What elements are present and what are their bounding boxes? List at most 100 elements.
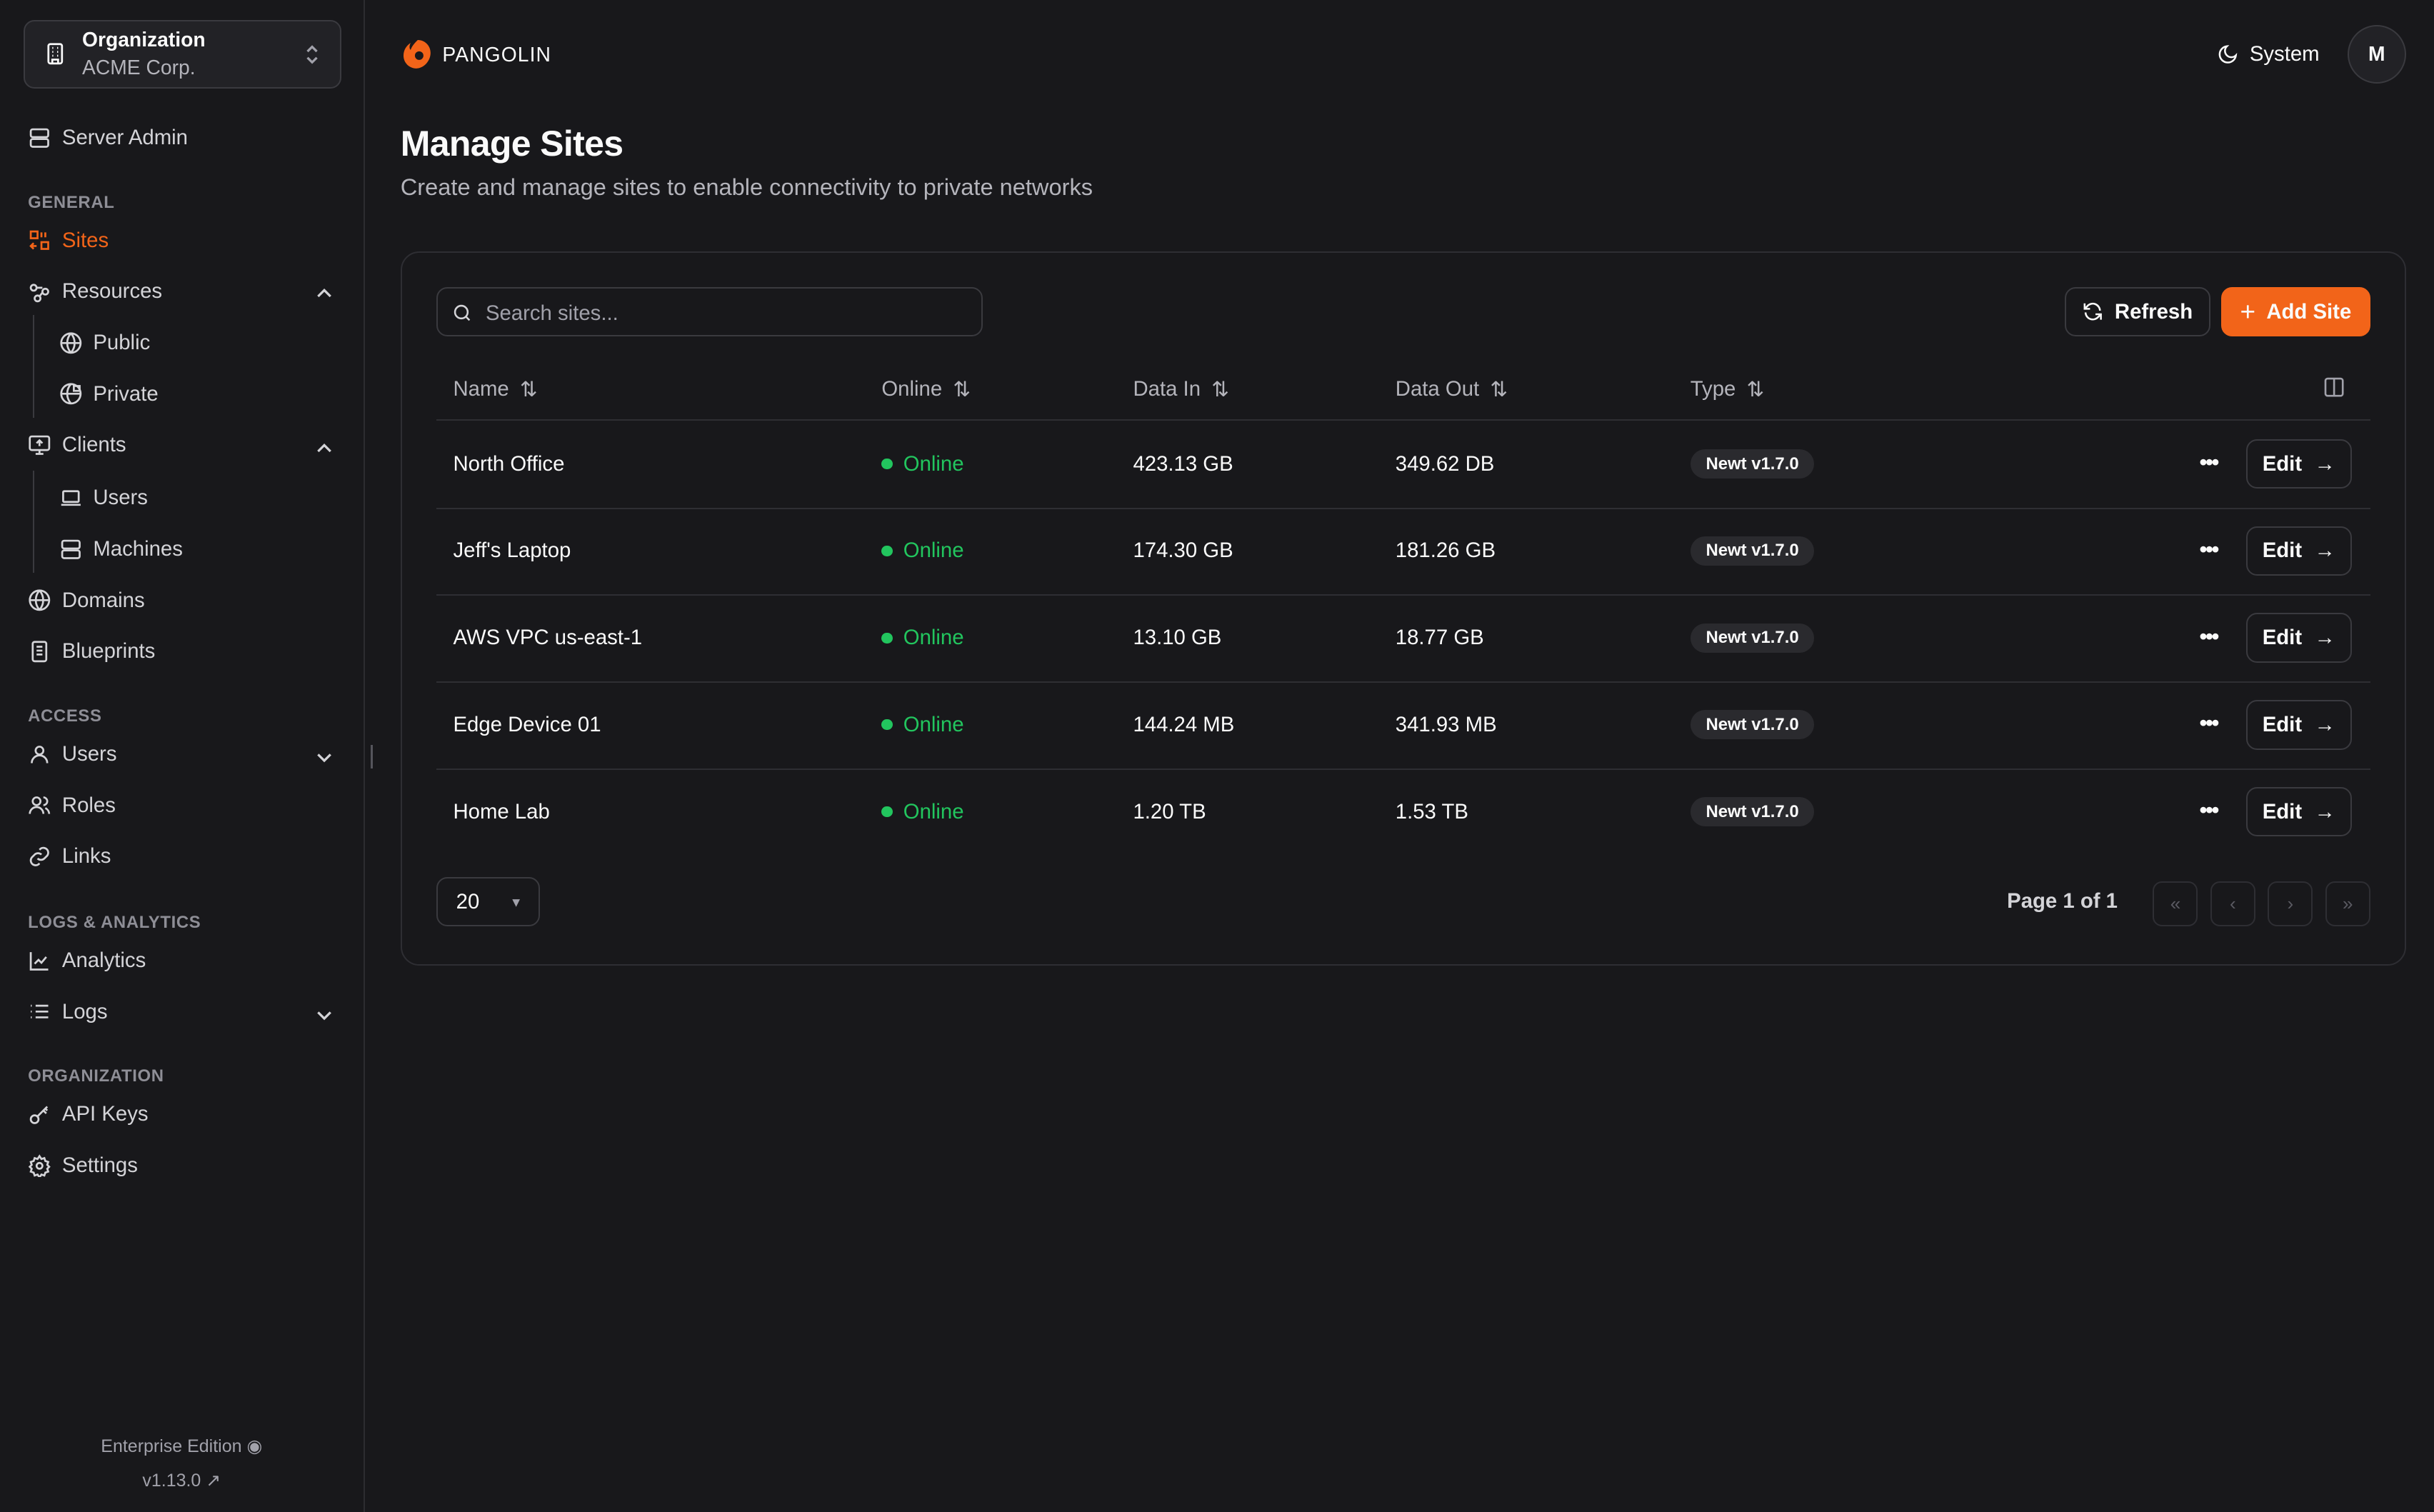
site-name[interactable]: North Office xyxy=(453,451,565,476)
external-link-icon: ↗ xyxy=(206,1471,221,1491)
site-name[interactable]: Home Lab xyxy=(453,799,550,823)
org-name: ACME Corp. xyxy=(82,56,196,79)
column-header-name[interactable]: Name ⇅ xyxy=(453,377,537,402)
more-actions-icon[interactable]: ••• xyxy=(2199,624,2220,649)
edit-button[interactable]: Edit → xyxy=(2245,786,2352,837)
sidebar-item-api-keys[interactable]: API Keys xyxy=(28,1102,149,1126)
sidebar-item-links[interactable]: Links xyxy=(28,844,111,868)
workflow-icon xyxy=(29,284,49,303)
org-switcher[interactable]: Organization ACME Corp. xyxy=(23,20,341,89)
sort-icon: ⇅ xyxy=(1211,377,1229,401)
next-page-button[interactable]: › xyxy=(2268,881,2313,927)
type-badge: Newt v1.7.0 xyxy=(1690,623,1815,653)
theme-toggle[interactable]: System xyxy=(2217,42,2320,66)
brand-logo[interactable]: PANGOLIN xyxy=(401,37,551,71)
chevron-down-icon: ▾ xyxy=(512,892,521,911)
server-icon xyxy=(61,539,81,559)
column-header-type[interactable]: Type ⇅ xyxy=(1691,377,1764,402)
status-dot xyxy=(881,806,893,818)
monitor-up-icon xyxy=(29,435,51,455)
more-actions-icon[interactable]: ••• xyxy=(2199,797,2220,822)
page-size-select[interactable]: 20 ▾ xyxy=(436,876,541,927)
edit-label: Edit xyxy=(2262,539,2303,563)
org-label: Organization xyxy=(82,27,206,51)
edit-label: Edit xyxy=(2262,712,2303,736)
more-actions-icon[interactable]: ••• xyxy=(2199,536,2220,561)
chevron-up-icon[interactable] xyxy=(315,287,334,299)
sidebar-item-clients[interactable]: Clients xyxy=(28,433,126,457)
column-header-data-in[interactable]: Data In ⇅ xyxy=(1133,377,1228,402)
edit-label: Edit xyxy=(2262,799,2303,823)
edit-button[interactable]: Edit → xyxy=(2245,526,2352,576)
edit-button[interactable]: Edit → xyxy=(2245,439,2352,489)
site-name[interactable]: Edge Device 01 xyxy=(453,712,601,736)
sidebar-item-private[interactable]: Private xyxy=(59,382,159,406)
edit-button[interactable]: Edit → xyxy=(2245,700,2352,750)
sidebar-item-machines[interactable]: Machines xyxy=(59,537,183,561)
sidebar-item-label: Domains xyxy=(61,588,145,612)
version-link[interactable]: v1.13.0 ↗ xyxy=(0,1470,364,1491)
type-cell: Newt v1.7.0 xyxy=(1690,681,1815,768)
sidebar-item-resources[interactable]: Resources xyxy=(28,279,162,304)
status-dot xyxy=(881,459,893,470)
edit-label: Edit xyxy=(2262,451,2303,476)
sidebar-item-domains[interactable]: Domains xyxy=(28,589,145,613)
prev-page-button[interactable]: ‹ xyxy=(2210,881,2255,927)
github-icon: ◉ xyxy=(246,1436,263,1457)
add-site-button[interactable]: + Add Site xyxy=(2221,286,2370,337)
edit-button[interactable]: Edit → xyxy=(2245,613,2352,663)
more-actions-icon[interactable]: ••• xyxy=(2199,711,2220,736)
sidebar-item-blueprints[interactable]: Blueprints xyxy=(28,639,155,664)
page-size-value: 20 xyxy=(456,889,480,913)
sidebar-item-label: Clients xyxy=(61,433,126,457)
edition-text: Enterprise Edition xyxy=(101,1436,242,1457)
page-subtitle: Create and manage sites to enable connec… xyxy=(400,174,1093,201)
column-header-data-out[interactable]: Data Out ⇅ xyxy=(1396,377,1508,402)
chevron-up-icon[interactable] xyxy=(315,442,334,454)
data-in: 423.13 GB xyxy=(1133,451,1233,476)
site-name[interactable]: AWS VPC us-east-1 xyxy=(453,626,643,650)
table-row: AWS VPC us-east-1 Online 13.10 GB 18.77 … xyxy=(402,594,2405,684)
status-badge: Online xyxy=(881,508,964,595)
sidebar-item-client-users[interactable]: Users xyxy=(59,486,148,510)
divider xyxy=(436,507,2370,509)
sidebar-item-sites[interactable]: Sites xyxy=(28,229,109,253)
columns-toggle-icon[interactable] xyxy=(2324,377,2344,397)
sidebar-item-server-admin[interactable]: Server Admin xyxy=(28,126,188,150)
column-header-online[interactable]: Online ⇅ xyxy=(881,377,971,402)
search-icon xyxy=(454,305,471,321)
column-label: Online xyxy=(881,377,943,401)
sidebar-item-public[interactable]: Public xyxy=(59,330,151,355)
sidebar: Organization ACME Corp. Server Admin GEN… xyxy=(0,0,365,1512)
chevron-down-icon[interactable] xyxy=(315,751,334,763)
refresh-button[interactable]: Refresh xyxy=(2064,286,2210,337)
sidebar-item-users[interactable]: Users xyxy=(28,741,117,766)
sidebar-item-analytics[interactable]: Analytics xyxy=(28,948,146,973)
sidebar-item-label: Analytics xyxy=(61,948,146,972)
more-actions-icon[interactable]: ••• xyxy=(2199,450,2220,475)
sidebar-item-label: Public xyxy=(93,330,151,354)
divider xyxy=(436,594,2370,596)
table-row: Edge Device 01 Online 144.24 MB 341.93 M… xyxy=(402,681,2405,770)
site-name[interactable]: Jeff's Laptop xyxy=(453,539,571,563)
last-page-button[interactable]: » xyxy=(2325,881,2370,927)
sidebar-item-roles[interactable]: Roles xyxy=(28,793,116,818)
first-page-button[interactable]: « xyxy=(2153,881,2198,927)
column-label: Data In xyxy=(1133,377,1201,401)
search-input[interactable] xyxy=(482,288,955,339)
chevron-down-icon[interactable] xyxy=(315,1009,334,1021)
sidebar-resize-handle[interactable] xyxy=(371,745,373,768)
avatar[interactable]: M xyxy=(2347,24,2406,84)
sidebar-item-logs[interactable]: Logs xyxy=(28,1000,108,1024)
sidebar-item-label: Users xyxy=(61,741,117,766)
sidebar-item-label: Links xyxy=(61,844,111,868)
link-icon xyxy=(29,846,49,866)
version-text: v1.13.0 xyxy=(142,1471,201,1491)
plus-icon: + xyxy=(2240,296,2256,326)
type-cell: Newt v1.7.0 xyxy=(1690,768,1815,856)
arrow-right-icon: → xyxy=(2314,712,2335,736)
type-cell: Newt v1.7.0 xyxy=(1690,421,1815,508)
sidebar-item-settings[interactable]: Settings xyxy=(28,1153,138,1178)
edition-link[interactable]: Enterprise Edition ◉ xyxy=(0,1436,364,1457)
section-general: GENERAL xyxy=(28,192,115,212)
